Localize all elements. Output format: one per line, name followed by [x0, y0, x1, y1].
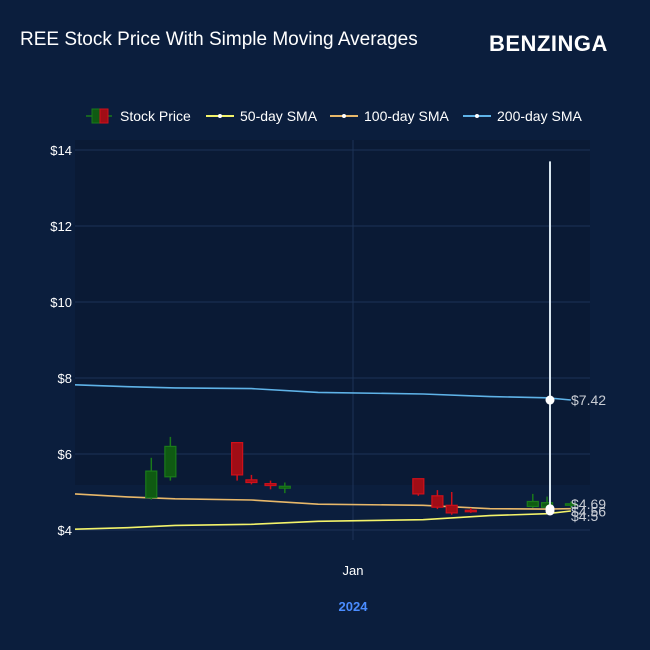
candle-body: [412, 478, 425, 495]
legend-label: 100-day SMA: [364, 108, 449, 124]
sma50-line: [74, 510, 571, 530]
sma100-line: [74, 493, 571, 510]
y-tick-label: $8: [58, 371, 72, 386]
gridlines: [75, 140, 590, 540]
chart-title: REE Stock Price With Simple Moving Avera…: [20, 29, 418, 50]
candle-body: [164, 445, 177, 478]
benzinga-logo: BENZINGA: [489, 31, 608, 56]
spike-marker: [545, 395, 555, 405]
legend-label: Stock Price: [120, 108, 191, 124]
end-label: $4.56: [571, 504, 606, 520]
legend-marker: [475, 114, 479, 118]
plot-shade-top: [75, 140, 590, 485]
legend-candle-down: [99, 108, 109, 124]
y-tick-label: $14: [50, 143, 72, 158]
y-tick-label: $6: [58, 447, 72, 462]
x-tick-label: Jan: [343, 563, 364, 578]
candle-body: [564, 503, 578, 506]
end-label: $7.42: [571, 392, 606, 408]
legend-label: 200-day SMA: [497, 108, 582, 124]
candle-body: [231, 442, 244, 476]
candles: [145, 436, 578, 515]
spike-marker: [545, 506, 555, 516]
hover-spike: [545, 161, 555, 516]
legend-marker: [342, 114, 346, 118]
sma200-line: [74, 384, 571, 401]
legend: Stock Price 50-day SMA 100-day SMA 200-day …: [86, 108, 582, 124]
candle-body: [145, 470, 158, 499]
end-label: $4.69: [571, 496, 606, 512]
candle-body: [245, 479, 258, 484]
candle-body: [264, 483, 277, 487]
legend-candle-up: [91, 108, 101, 124]
candle-body: [464, 509, 477, 513]
sma-lines: [74, 384, 571, 530]
y-axis-ticks: $4 $6 $8 $10 $12 $14: [50, 143, 72, 538]
year-label: 2024: [339, 599, 369, 614]
end-labels: $7.42 $4.69$4.56$4.5: [571, 392, 606, 524]
legend-marker: [218, 114, 222, 118]
end-label: $4.5: [571, 508, 598, 524]
legend-label: 50-day SMA: [240, 108, 318, 124]
candle-body: [526, 500, 539, 508]
candle-body: [278, 485, 291, 489]
candle-body: [431, 495, 444, 508]
y-tick-label: $12: [50, 219, 72, 234]
y-tick-label: $4: [58, 523, 72, 538]
candle-body: [445, 504, 458, 514]
y-tick-label: $10: [50, 295, 72, 310]
